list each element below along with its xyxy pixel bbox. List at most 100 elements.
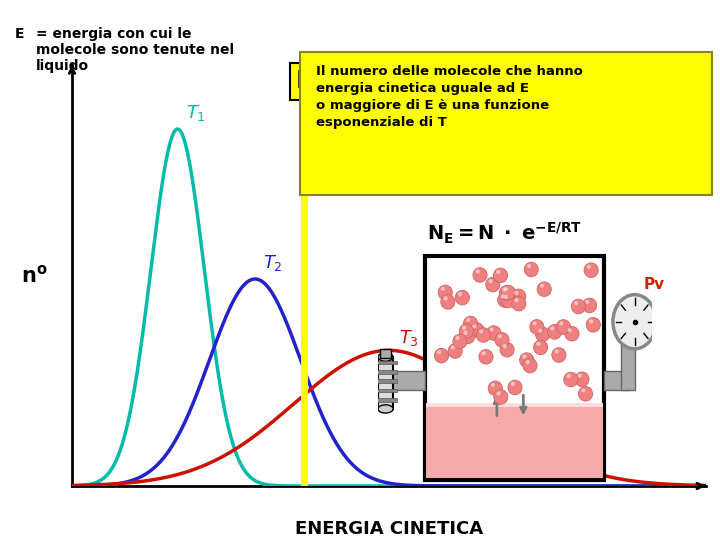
Ellipse shape [499,286,513,300]
Ellipse shape [539,329,542,333]
Ellipse shape [503,344,507,348]
Ellipse shape [493,268,508,283]
Ellipse shape [501,285,516,300]
Ellipse shape [510,382,515,386]
Text: ENERGIA CINETICA: ENERGIA CINETICA [294,519,483,538]
Ellipse shape [504,287,508,291]
Ellipse shape [564,372,578,387]
Ellipse shape [515,298,518,302]
Ellipse shape [512,296,526,311]
Ellipse shape [437,350,441,354]
Ellipse shape [455,291,469,305]
Ellipse shape [523,358,537,373]
Ellipse shape [498,334,502,339]
Bar [374,361,397,364]
Ellipse shape [441,287,445,291]
Ellipse shape [587,265,591,269]
Ellipse shape [567,328,572,332]
Ellipse shape [520,353,534,367]
Text: = energia con cui le
molecole sono tenute nel
liquido: = energia con cui le molecole sono tenut… [36,27,234,73]
Ellipse shape [459,324,474,339]
Text: $T_3$: $T_3$ [400,328,419,348]
Ellipse shape [526,360,530,364]
Ellipse shape [584,263,598,278]
Ellipse shape [494,390,508,404]
Bar [374,399,397,402]
Ellipse shape [486,278,500,292]
Bar [374,389,397,393]
Text: Pv: Pv [644,277,665,292]
Ellipse shape [574,301,578,305]
Ellipse shape [501,293,516,308]
Bar [426,403,603,407]
Ellipse shape [448,343,462,359]
Ellipse shape [523,354,526,359]
Ellipse shape [571,299,585,314]
Ellipse shape [557,320,570,334]
Ellipse shape [491,383,495,387]
Ellipse shape [578,387,593,401]
Ellipse shape [504,295,508,299]
Ellipse shape [530,320,544,334]
Text: Il numero delle molecole che hanno
energia cinetica uguale ad E
o maggiore di E : Il numero delle molecole che hanno energ… [316,65,582,129]
Ellipse shape [464,331,467,335]
Text: $\mathbf{n^o}$: $\mathbf{n^o}$ [21,265,48,286]
Ellipse shape [565,326,579,341]
Ellipse shape [552,348,566,362]
Ellipse shape [473,268,487,282]
Ellipse shape [490,327,494,332]
Ellipse shape [496,270,500,274]
Ellipse shape [567,374,571,378]
Circle shape [613,295,657,349]
Ellipse shape [466,318,470,322]
Ellipse shape [488,279,492,283]
Ellipse shape [500,342,514,357]
Ellipse shape [378,353,393,361]
Ellipse shape [524,262,539,277]
Ellipse shape [482,351,486,355]
Text: E: E [296,69,312,93]
Ellipse shape [462,326,466,330]
Ellipse shape [527,264,531,268]
Ellipse shape [451,346,455,349]
Ellipse shape [534,340,548,355]
Ellipse shape [434,348,449,363]
Ellipse shape [540,284,544,288]
Ellipse shape [589,319,593,323]
Bar [374,370,397,374]
Ellipse shape [464,316,477,331]
Ellipse shape [444,296,448,300]
Ellipse shape [508,380,522,395]
Ellipse shape [575,372,589,387]
Ellipse shape [581,388,585,393]
Ellipse shape [458,292,462,296]
Bar [378,357,393,409]
Ellipse shape [487,326,501,340]
Ellipse shape [453,334,467,349]
Ellipse shape [554,349,559,354]
Ellipse shape [456,336,459,340]
Ellipse shape [577,374,582,378]
Ellipse shape [536,342,541,346]
Bar [382,371,426,390]
Ellipse shape [533,321,536,326]
Ellipse shape [479,349,493,364]
Ellipse shape [559,321,563,326]
Text: E: E [14,27,24,41]
Ellipse shape [502,287,506,292]
Ellipse shape [441,294,455,309]
Ellipse shape [479,329,483,334]
Ellipse shape [586,318,600,332]
Ellipse shape [582,298,597,313]
Ellipse shape [497,392,500,395]
Text: $\mathbf{N_E = N\ \bullet\ e^{-E/RT}}$: $\mathbf{N_E = N\ \bullet\ e^{-E/RT}}$ [427,221,582,246]
Ellipse shape [498,293,512,307]
Ellipse shape [378,405,393,413]
Bar [621,343,634,390]
Ellipse shape [438,285,452,300]
Ellipse shape [472,325,477,329]
Ellipse shape [537,282,552,296]
Bar [374,380,397,383]
Ellipse shape [514,291,518,295]
Ellipse shape [461,329,474,344]
